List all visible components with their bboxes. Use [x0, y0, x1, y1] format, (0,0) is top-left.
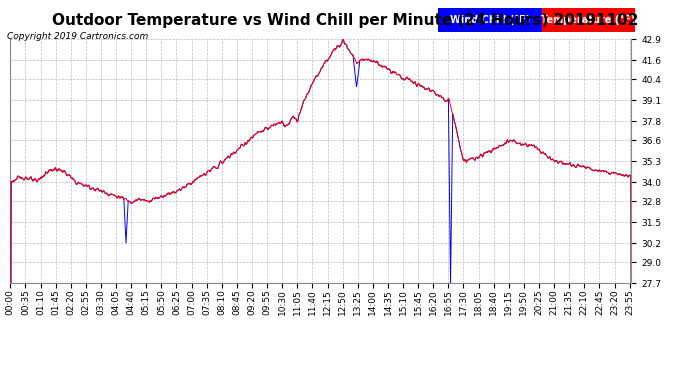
Text: Outdoor Temperature vs Wind Chill per Minute (24 Hours) 20191102: Outdoor Temperature vs Wind Chill per Mi…	[52, 13, 638, 28]
Text: Copyright 2019 Cartronics.com: Copyright 2019 Cartronics.com	[7, 32, 148, 41]
Text: Wind Chill (°F): Wind Chill (°F)	[450, 15, 530, 25]
Text: Temperature (°F): Temperature (°F)	[541, 15, 635, 25]
